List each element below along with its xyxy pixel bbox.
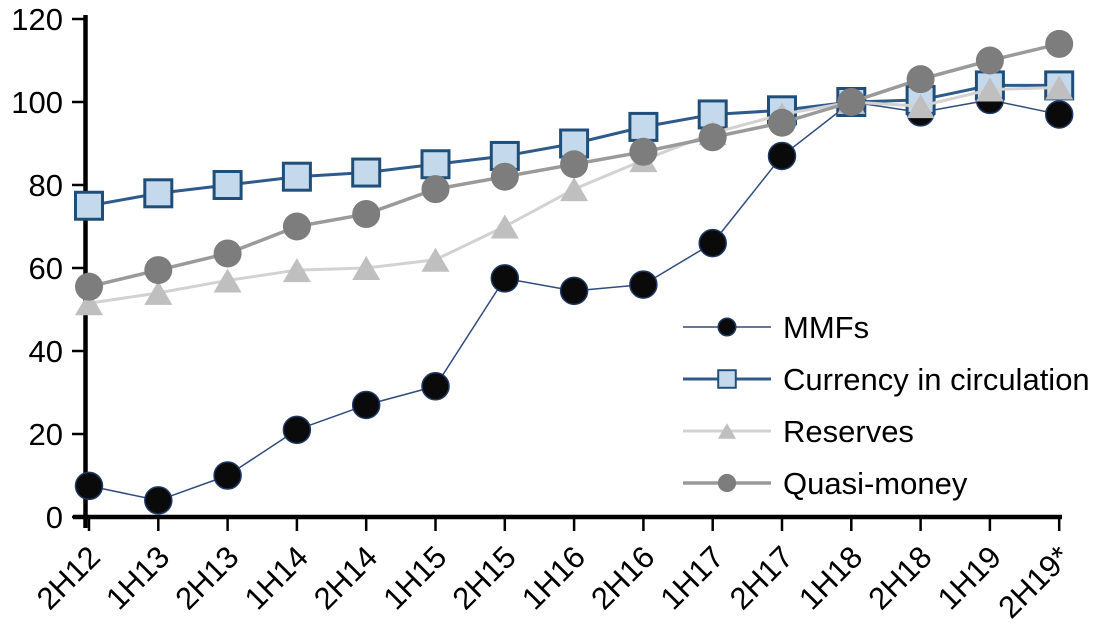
series-currency-in-circulation-marker (143, 178, 174, 209)
legend-item-mmfs: MMFs (681, 301, 1090, 353)
series-reserves-marker (1045, 75, 1074, 100)
legend-label-reserves: Reserves (783, 413, 914, 449)
series-currency-in-circulation-marker (420, 149, 451, 180)
x-tick-label: 2H15 (446, 539, 523, 616)
legend-marker (717, 473, 737, 493)
series-mmfs-marker (282, 415, 312, 445)
series-reserves-marker (144, 280, 173, 305)
series-reserves-marker (352, 256, 381, 280)
x-tick-label: 2H16 (584, 539, 661, 616)
x-tick-label: 1H18 (792, 539, 869, 616)
series-quasi-money-marker (1045, 29, 1074, 58)
series-mmfs-marker (351, 390, 381, 420)
quasi-money-line-marker-icon (683, 473, 771, 493)
series-reserves-marker (975, 77, 1004, 102)
series-mmfs-marker (490, 264, 520, 293)
series-reserves-marker (421, 247, 450, 272)
series-reserves-marker (490, 214, 519, 239)
y-tick-label: 0 (46, 500, 63, 535)
legend-marker (717, 369, 737, 389)
legend-label-quasi-money: Quasi-money (783, 465, 968, 501)
series-mmfs-marker (767, 141, 797, 171)
series-currency-in-circulation-marker (351, 157, 382, 188)
x-tick-label: 1H15 (376, 539, 453, 616)
series-quasi-money-marker (490, 162, 519, 191)
currency-line-marker-icon (683, 369, 771, 389)
reserves-line-marker-icon (683, 423, 771, 439)
x-tick-label: 1H16 (515, 539, 592, 616)
x-tick-label: 1H17 (653, 539, 730, 616)
x-tick-label: 2H14 (307, 539, 384, 616)
y-tick-label: 100 (11, 85, 63, 120)
series-quasi-money-marker (421, 175, 450, 204)
x-tick-label: 2H17 (723, 539, 800, 616)
series-currency-in-circulation-marker (212, 170, 243, 200)
series-quasi-money-marker (837, 88, 866, 116)
y-tick-label: 60 (29, 251, 63, 286)
series-mmfs-marker (1044, 100, 1074, 129)
series-quasi-money (75, 29, 1074, 301)
series-currency-in-circulation-marker (74, 190, 104, 221)
legend-item-reserves: Reserves (681, 405, 1090, 457)
mmfs-line-marker-icon (683, 317, 771, 337)
legend-label-currency: Currency in circulation (783, 361, 1090, 397)
x-tick-label: 1H13 (99, 539, 176, 616)
series-currency-in-circulation-marker (281, 161, 312, 192)
series-quasi-money-marker (282, 212, 311, 241)
series-quasi-money-marker (144, 256, 173, 285)
series-mmfs-marker (629, 270, 658, 299)
x-tick-label: 2H13 (168, 539, 245, 616)
legend: MMFs Currency in circulation Reserves Qu… (681, 301, 1090, 509)
series-quasi-money-marker (906, 65, 935, 94)
y-tick-label: 80 (29, 168, 63, 203)
legend-marker (717, 423, 737, 439)
series-quasi-money-marker (698, 123, 727, 152)
series-currency-in-circulation-marker (628, 111, 659, 142)
x-tick-label: 2H18 (861, 539, 938, 616)
legend-label-mmfs: MMFs (783, 309, 870, 345)
series-mmfs-marker (74, 471, 104, 501)
series-quasi-money-marker (213, 239, 242, 268)
x-tick-label: 2H19* (991, 539, 1077, 625)
series-quasi-money-marker (560, 150, 589, 179)
series-reserves-marker (75, 291, 103, 316)
series-quasi-money-marker (629, 137, 658, 166)
series-quasi-money-marker (768, 108, 796, 137)
series-mmfs-marker (421, 372, 450, 401)
y-tick-label: 40 (29, 334, 63, 369)
y-tick-label: 20 (29, 417, 63, 452)
series-currency-in-circulation-marker (489, 140, 520, 171)
series-mmfs-marker (698, 228, 727, 258)
series-quasi-money-marker (75, 272, 103, 301)
legend-item-quasi-money: Quasi-money (681, 457, 1090, 509)
series-quasi-money-marker (352, 200, 381, 229)
legend-item-currency: Currency in circulation (681, 353, 1090, 405)
series-mmfs-marker (144, 486, 173, 515)
series-quasi-money-marker (975, 46, 1004, 75)
x-tick-label: 1H14 (238, 539, 315, 616)
y-tick-label: 120 (11, 2, 63, 37)
legend-marker (717, 317, 737, 337)
series-mmfs-marker (559, 276, 589, 306)
series-reserves-marker (560, 177, 589, 202)
series-mmfs-marker (213, 461, 242, 490)
series-reserves-marker (213, 268, 242, 293)
series-reserves-marker (282, 258, 311, 283)
series-reserves-marker (906, 94, 935, 119)
x-tick-label: 2H12 (30, 539, 107, 616)
